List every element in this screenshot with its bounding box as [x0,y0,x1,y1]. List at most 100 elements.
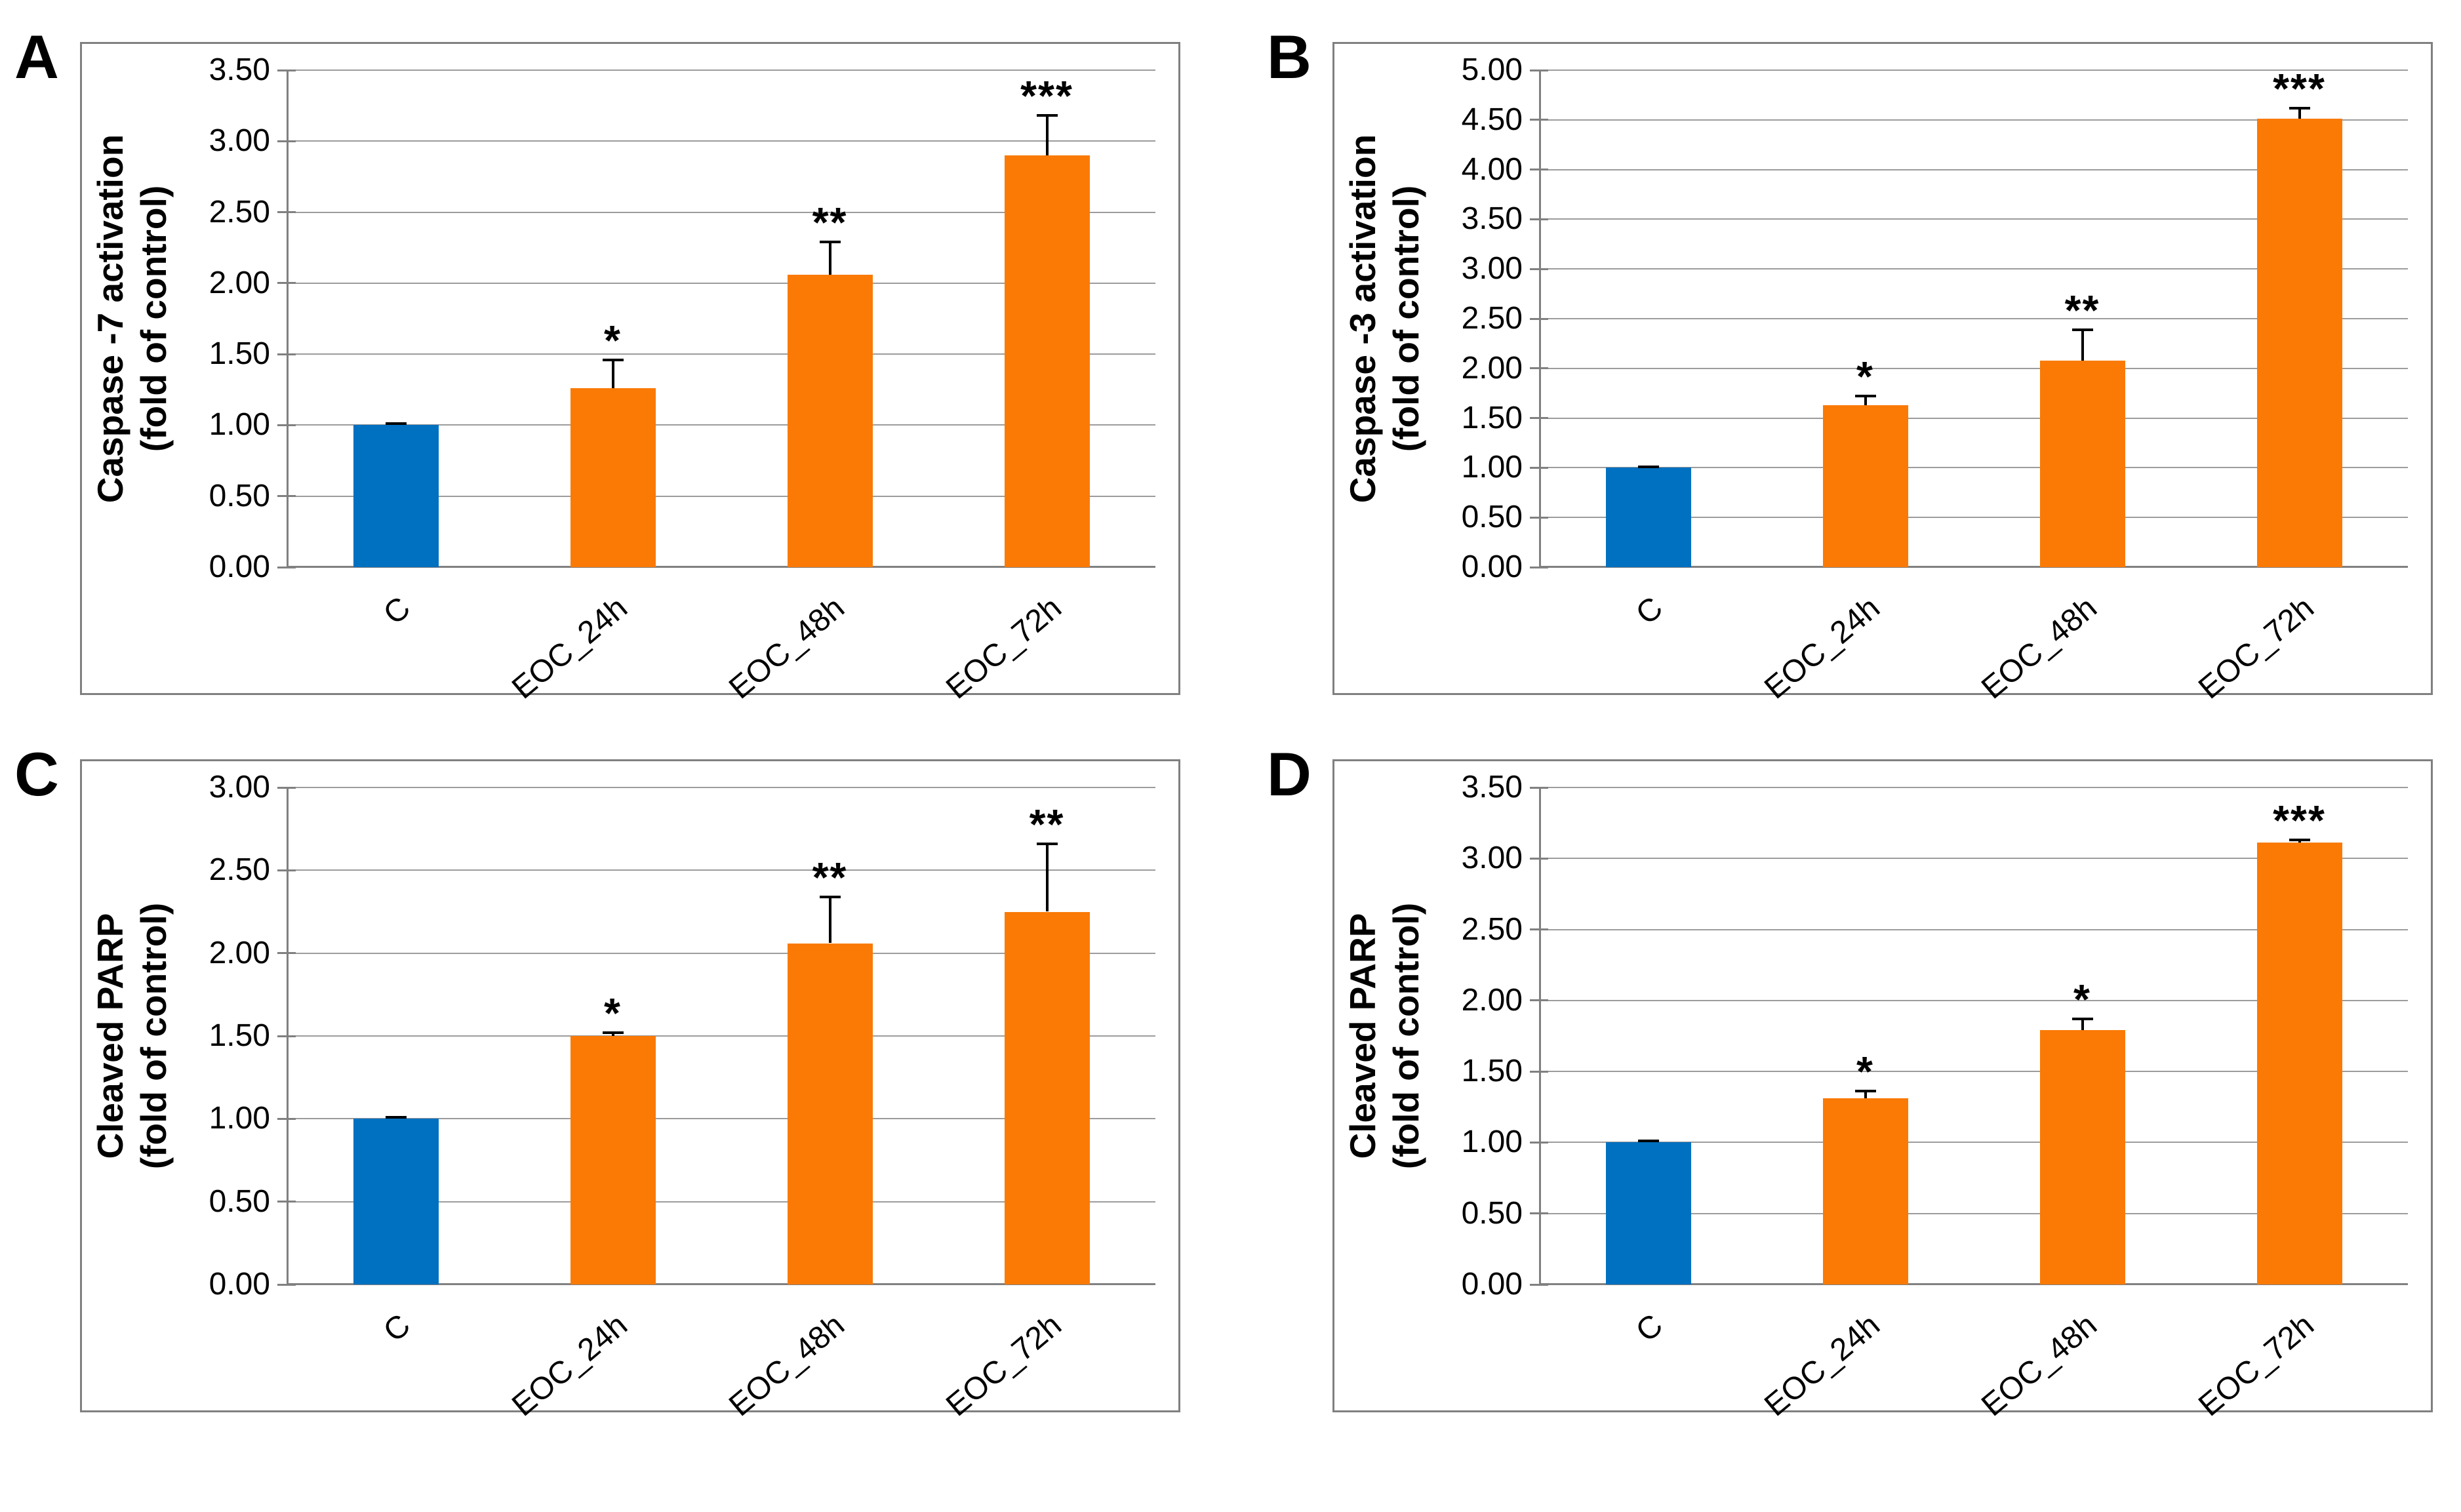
significance-stars: * [1856,1048,1874,1096]
error-bar-whisker [611,1032,614,1036]
gridline [287,952,1155,954]
significance-stars: * [2073,976,2091,1023]
gridline [1540,218,2408,220]
y-tick-label: 2.50 [209,194,270,229]
bar-EOC_24h [570,1036,656,1284]
error-bar-cap [602,1031,624,1034]
significance-stars: ** [812,853,848,901]
x-axis-line [287,566,1155,568]
error-bar-whisker [2081,1019,2084,1031]
panel-d-plot-area: 0.00 0.50 1.00 1.50 2.00 2.50 3.00 3.50 C * EOC_24… [1462,770,2408,1423]
gridline [1540,119,2408,121]
gridline [1540,1212,2408,1214]
panel-c-plot-area: 0.00 0.50 1.00 1.50 2.00 2.50 3.00 C * EOC_24h ** E… [209,770,1155,1423]
gridline [287,424,1155,426]
y-tick-label: 4.00 [1461,151,1523,187]
error-bar-whisker [1045,115,1049,155]
error-bar-cap [385,1115,407,1119]
bar-EOC_24h [1822,405,1908,567]
x-axis-line [287,1283,1155,1285]
panel-b: B Caspase -3 activation (fold of control… [1252,0,2461,717]
y-tick-label: 4.50 [1461,102,1523,137]
error-bar-cap [2071,328,2093,331]
panel-a-plot-area: 0.00 0.50 1.00 1.50 2.00 2.50 3.00 3.50 C * EOC_24… [209,52,1155,706]
y-tick-label: 2.50 [1461,911,1523,947]
y-tick-label: 1.50 [1461,1054,1523,1089]
gridline [1540,928,2408,930]
gridline [287,787,1155,788]
error-bar-whisker [1864,396,1867,405]
x-axis-line [1540,1283,2408,1285]
error-bar-cap [1854,395,1876,398]
bar-EOC_24h [1822,1098,1908,1284]
error-bar-whisker [2081,329,2084,361]
significance-stars: *** [1020,72,1073,120]
error-bar-cap [2289,106,2310,109]
bar-EOC_48h [787,943,873,1284]
panel-a: A Caspase -7 activation (fold of control… [0,0,1230,717]
gridline [287,211,1155,213]
panel-c: C Cleaved PARP (fold of control) 0.00 0.5… [0,717,1230,1435]
y-tick-label: 3.50 [1461,770,1523,805]
panel-b-plot-area: 0.00 0.50 1.00 1.50 2.00 2.50 3.00 3.50 4.00 4.50… [1462,52,2408,706]
panel-c-letter: C [14,740,59,808]
gridline [1540,999,2408,1001]
panel-d-letter: D [1267,740,1311,808]
y-axis-line [1539,787,1541,1286]
gridline [1540,367,2408,369]
error-bar-whisker [828,242,831,275]
y-tick-label: 2.00 [1461,982,1523,1018]
y-axis-title-line1: Cleaved PARP [1342,913,1383,1159]
error-bar-cap [602,358,624,361]
gridline [1540,417,2408,419]
significance-stars: *** [2273,797,2326,845]
bar-EOC_24h [570,388,656,567]
panel-a-letter: A [14,22,59,91]
gridline [1540,858,2408,860]
error-bar-whisker [611,359,614,389]
y-axis-title-line1: Cleaved PARP [90,913,130,1159]
gridline [287,1201,1155,1203]
error-bar-cap [1637,1140,1659,1143]
bar-EOC_48h [787,274,873,567]
y-tick-label: 0.00 [1461,549,1523,584]
figure-caspase-parp-activation: { "figure": { "background": "#ffffff", "… [0,0,2461,1435]
y-tick-label: 1.50 [209,336,270,372]
gridline [287,353,1155,355]
y-tick-label: 0.50 [209,478,270,513]
y-tick-label: 2.00 [209,265,270,300]
y-tick-label: 3.00 [209,770,270,805]
gridline [1540,1071,2408,1073]
bar-EOC_72h [2256,119,2342,567]
gridline [1540,268,2408,270]
bar-EOC_72h [1004,911,1090,1284]
gridline [1540,787,2408,788]
significance-stars: ** [812,199,848,247]
y-tick-label: 0.00 [209,549,270,584]
y-tick-label: 0.50 [1461,500,1523,535]
significance-stars: ** [2064,286,2100,334]
gridline [287,1118,1155,1120]
bar-EOC_48h [2039,360,2125,567]
y-tick-label: 1.50 [209,1018,270,1053]
error-bar-whisker [2298,108,2301,119]
y-axis-line [287,70,289,568]
gridline [287,70,1155,71]
y-tick-label: 3.50 [209,52,270,87]
bar-C [1605,1142,1691,1284]
gridline [287,869,1155,871]
y-tick-label: 3.50 [1461,201,1523,237]
error-bar-cap [1036,114,1058,117]
y-tick-label: 0.50 [209,1184,270,1219]
bar-EOC_72h [1004,155,1090,567]
gridline [287,495,1155,497]
significance-stars: ** [1029,800,1065,848]
y-tick-label: 3.00 [209,123,270,159]
gridline [1540,169,2408,170]
gridline [287,1035,1155,1037]
y-axis-line [1539,70,1541,568]
bar-C [1605,468,1691,567]
significance-stars: * [1856,353,1874,401]
error-bar-whisker [1864,1091,1867,1099]
y-tick-label: 1.50 [1461,400,1523,435]
